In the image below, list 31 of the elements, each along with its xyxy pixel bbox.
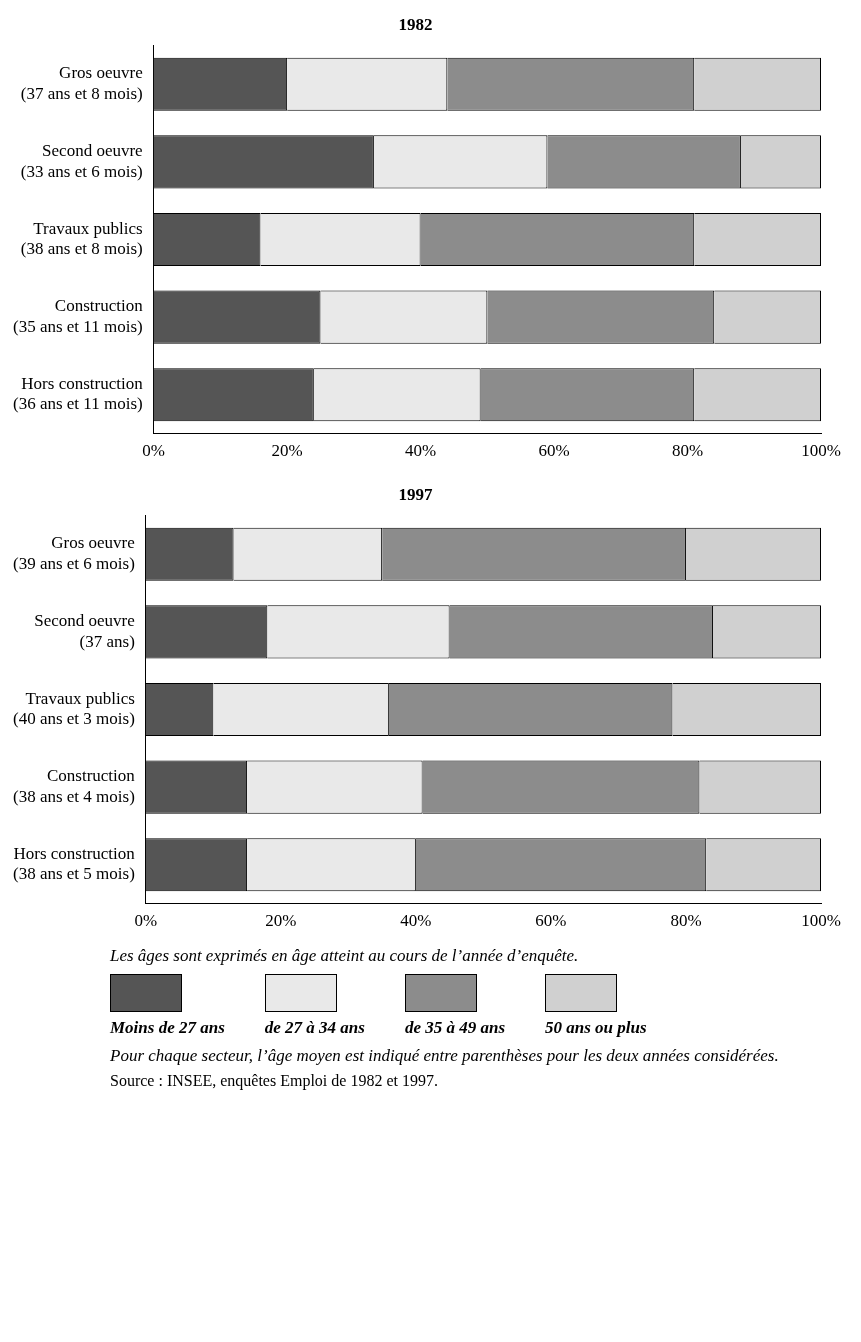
x-tick-label: 100%	[801, 911, 841, 931]
y-tick-label: Gros oeuvre (39 ans et 6 mois)	[12, 533, 135, 573]
chart-title: 1982	[398, 14, 433, 34]
y-tick-label: Hors construction (38 ans et 5 mois)	[12, 844, 136, 884]
y-tick-label: Construction (35 ans et 11 mois)	[13, 296, 144, 336]
text: Pour chaque secteur, l’âge moyen est indiqué entre parenthèses pour les deux années considérées.	[110, 1046, 780, 1066]
x-tick-label: 80%	[670, 911, 702, 931]
x-tick-label: 60%	[538, 441, 570, 461]
text: Les âges sont exprimés en âge atteint au cours de l’année d’enquête.	[110, 946, 580, 966]
legend-label: 50 ans ou plus	[545, 1018, 647, 1038]
y-tick-label: Construction (38 ans et 4 mois)	[12, 766, 136, 806]
y-tick-label: Gros oeuvre (37 ans et 8 mois)	[20, 63, 143, 103]
x-tick-label: 100%	[801, 441, 841, 461]
legend-label: Moins de 27 ans	[110, 1018, 225, 1038]
legend-label: de 27 à 34 ans	[264, 1018, 365, 1038]
x-tick-label: 0%	[142, 441, 166, 461]
x-tick-label: 80%	[671, 441, 704, 461]
x-tick-label: 40%	[405, 441, 437, 461]
legend-label: de 35 à 49 ans	[404, 1018, 506, 1038]
y-tick-label: Second oeuvre (33 ans et 6 mois)	[20, 141, 143, 181]
y-tick-label: Travaux publics (38 ans et 8 mois)	[20, 218, 143, 259]
x-tick-label: 20%	[265, 911, 297, 931]
y-tick-label: Travaux publics (40 ans et 3 mois)	[12, 688, 135, 729]
x-tick-label: 60%	[535, 911, 567, 931]
y-tick-label: Second oeuvre (37 ans)	[34, 611, 135, 651]
x-tick-label: 20%	[271, 441, 303, 461]
x-tick-label: 40%	[400, 911, 432, 931]
chart-title: 1997	[398, 484, 433, 504]
source-note: Source : INSEE, enquêtes Emploi de 1982 et 1997.	[110, 1072, 439, 1090]
y-tick-label: Hors construction (36 ans et 11 mois)	[13, 374, 144, 414]
x-tick-label: 0%	[134, 911, 158, 931]
